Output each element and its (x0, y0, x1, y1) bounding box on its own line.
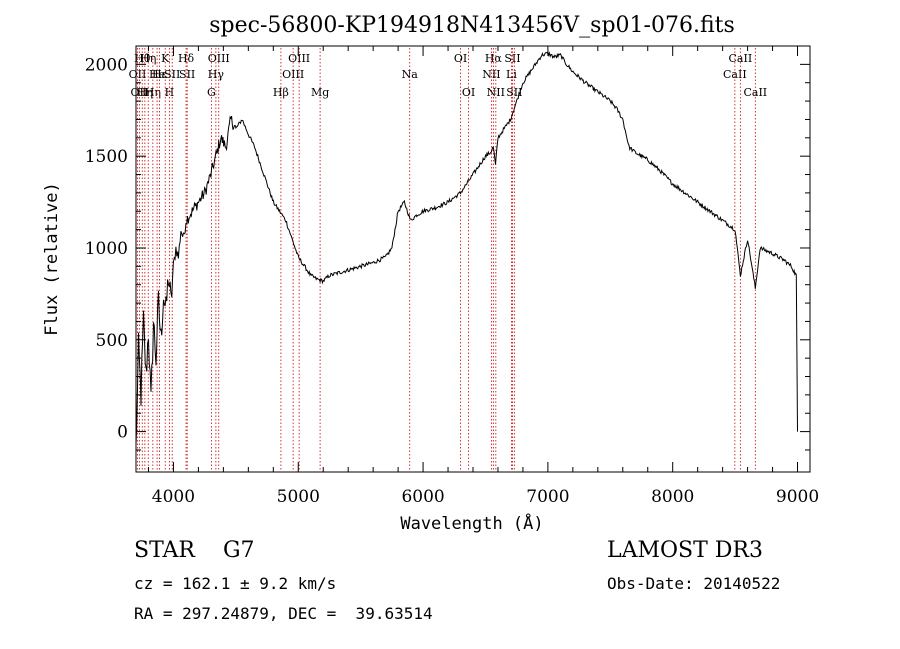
marker-label: SII (179, 68, 195, 81)
marker-label: Hη (137, 86, 153, 99)
y-axis: 0 500 1000 1500 2000 (85, 45, 810, 451)
marker-label: Hθ (134, 52, 151, 65)
x-tick-label: 9000 (776, 487, 819, 507)
x-tick-label: 5000 (277, 487, 320, 507)
x-tick-label: 6000 (401, 487, 444, 507)
y-tick-label: 500 (96, 331, 128, 351)
marker-label: Li (506, 68, 517, 81)
object-class: STAR G7 (134, 538, 255, 563)
x-tick-label: 4000 (152, 487, 195, 507)
line-markers: OIIOIIHθHηHηHηHeHεKHSIIHδSIIGHγOIIIHβOII… (129, 48, 767, 472)
marker-label: CaII (723, 68, 747, 81)
marker-label: OIII (208, 52, 230, 65)
y-axis-label: Flux (relative) (42, 182, 62, 336)
plot-frame (135, 45, 811, 473)
marker-label: Hβ (273, 86, 289, 99)
marker-label: Mg (311, 86, 329, 99)
marker-label: K (161, 52, 170, 65)
marker-label: OII (129, 68, 147, 81)
x-tick-label: 8000 (651, 487, 694, 507)
survey-name: LAMOST DR3 (607, 538, 763, 563)
marker-label: OIII (282, 68, 304, 81)
redshift-cz: cz = 162.1 ± 9.2 km/s (134, 574, 337, 593)
marker-label: G (207, 86, 216, 99)
marker-label: He (149, 68, 165, 81)
marker-label: OIII (288, 52, 310, 65)
y-tick-label: 2000 (85, 55, 128, 75)
spectrum-series-0 (135, 50, 798, 445)
marker-label: Hγ (208, 68, 225, 81)
marker-label: OI (462, 86, 475, 99)
marker-label: Hη (140, 52, 156, 65)
y-tick-label: 1000 (85, 239, 128, 259)
marker-label: Hα (485, 52, 503, 65)
marker-label: OI (454, 52, 467, 65)
marker-label: Hη (145, 86, 161, 99)
x-axis: 4000 5000 6000 7000 8000 9000 (147, 46, 819, 507)
x-axis-label: Wavelength (Å) (400, 512, 543, 534)
y-tick-label: 0 (117, 423, 128, 443)
chart-title: spec-56800-KP194918N413456V_sp01-076.fit… (209, 13, 735, 38)
series-layer (135, 50, 798, 445)
ra-dec: RA = 297.24879, DEC = 39.63514 (134, 604, 433, 623)
marker-label: NII (487, 86, 505, 99)
marker-label: CaII (729, 52, 753, 65)
obs-date: Obs-Date: 20140522 (607, 574, 781, 593)
marker-label: NII (482, 68, 500, 81)
marker-label: Hε (152, 68, 168, 81)
marker-label: Hδ (178, 52, 195, 65)
marker-label: H (165, 86, 175, 99)
marker-label: SII (504, 52, 520, 65)
y-tick-label: 1500 (85, 147, 128, 167)
marker-label: CaII (743, 86, 767, 99)
x-tick-label: 7000 (526, 487, 569, 507)
marker-label: SII (164, 68, 180, 81)
marker-label: Na (402, 68, 419, 81)
marker-label: OII (131, 86, 149, 99)
